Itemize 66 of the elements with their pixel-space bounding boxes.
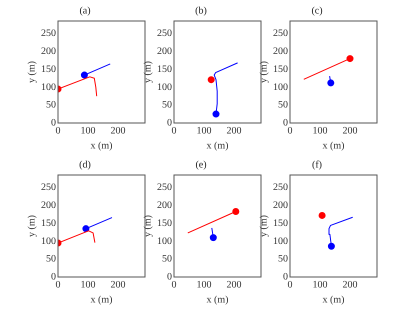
- x-tick-label: 100: [312, 126, 328, 137]
- y-tick-label: 250: [157, 182, 172, 194]
- y-tick-label: 50: [46, 100, 56, 111]
- y-tick-label: 150: [157, 64, 172, 75]
- y-tick-label: 0: [167, 272, 172, 283]
- y-tick-label: 250: [41, 28, 56, 40]
- y-tick-label: 100: [273, 236, 288, 247]
- x-axis-title: x (m): [322, 140, 344, 152]
- y-tick-label: 100: [41, 82, 56, 93]
- y-tick-label: 150: [41, 218, 56, 229]
- x-tick-label: 100: [312, 280, 328, 291]
- y-tick-label: 200: [157, 46, 172, 58]
- x-tick-label: 100: [80, 280, 96, 291]
- chart-title: (d): [79, 160, 91, 171]
- y-axis-title: y (m): [142, 61, 154, 83]
- y-tick-label: 250: [273, 182, 288, 194]
- y-tick-label: 0: [51, 272, 56, 283]
- y-tick-label: 150: [41, 64, 56, 75]
- y-axis-title: y (m): [258, 61, 270, 83]
- y-axis-title: y (m): [142, 215, 154, 237]
- x-tick-label: 200: [226, 126, 242, 137]
- chart-title: (e): [195, 160, 207, 171]
- y-tick-label: 50: [162, 100, 172, 111]
- y-tick-label: 250: [41, 182, 56, 194]
- chart-title: (a): [79, 6, 91, 17]
- y-tick-label: 200: [41, 46, 56, 58]
- y-tick-label: 0: [283, 272, 288, 283]
- x-tick-label: 200: [110, 126, 126, 137]
- y-tick-label: 50: [278, 100, 288, 111]
- y-tick-label: 200: [273, 200, 288, 212]
- chart-title: (f): [312, 160, 322, 171]
- y-tick-label: 100: [41, 236, 56, 247]
- x-axis-title: x (m): [90, 294, 112, 306]
- y-tick-label: 250: [273, 28, 288, 40]
- y-tick-label: 150: [273, 218, 288, 229]
- y-tick-label: 50: [162, 254, 172, 265]
- x-tick-label: 200: [342, 280, 358, 291]
- x-tick-label: 200: [342, 126, 358, 137]
- y-tick-label: 150: [273, 64, 288, 75]
- chart-title: (c): [311, 6, 323, 17]
- y-tick-label: 0: [51, 118, 56, 129]
- x-tick-label: 100: [196, 126, 212, 137]
- y-tick-label: 100: [157, 236, 172, 247]
- x-tick-label: 200: [226, 280, 242, 291]
- x-axis-title: x (m): [90, 140, 112, 152]
- y-axis-title: y (m): [26, 215, 38, 237]
- x-tick-label: 100: [196, 280, 212, 291]
- y-tick-label: 0: [167, 118, 172, 129]
- y-tick-label: 200: [41, 200, 56, 212]
- y-tick-label: 150: [157, 218, 172, 229]
- x-tick-label: 200: [110, 280, 126, 291]
- y-tick-label: 200: [273, 46, 288, 58]
- chart-title: (b): [195, 6, 207, 17]
- y-tick-label: 250: [157, 28, 172, 40]
- y-tick-label: 0: [283, 118, 288, 129]
- y-tick-label: 50: [46, 254, 56, 265]
- x-tick-label: 100: [80, 126, 96, 137]
- y-tick-label: 100: [273, 82, 288, 93]
- x-axis-title: x (m): [322, 294, 344, 306]
- x-axis-title: x (m): [206, 140, 228, 152]
- y-axis-title: y (m): [26, 61, 38, 83]
- y-tick-label: 50: [278, 254, 288, 265]
- y-axis-title: y (m): [258, 215, 270, 237]
- x-axis-title: x (m): [206, 294, 228, 306]
- y-tick-label: 200: [157, 200, 172, 212]
- y-tick-label: 100: [157, 82, 172, 93]
